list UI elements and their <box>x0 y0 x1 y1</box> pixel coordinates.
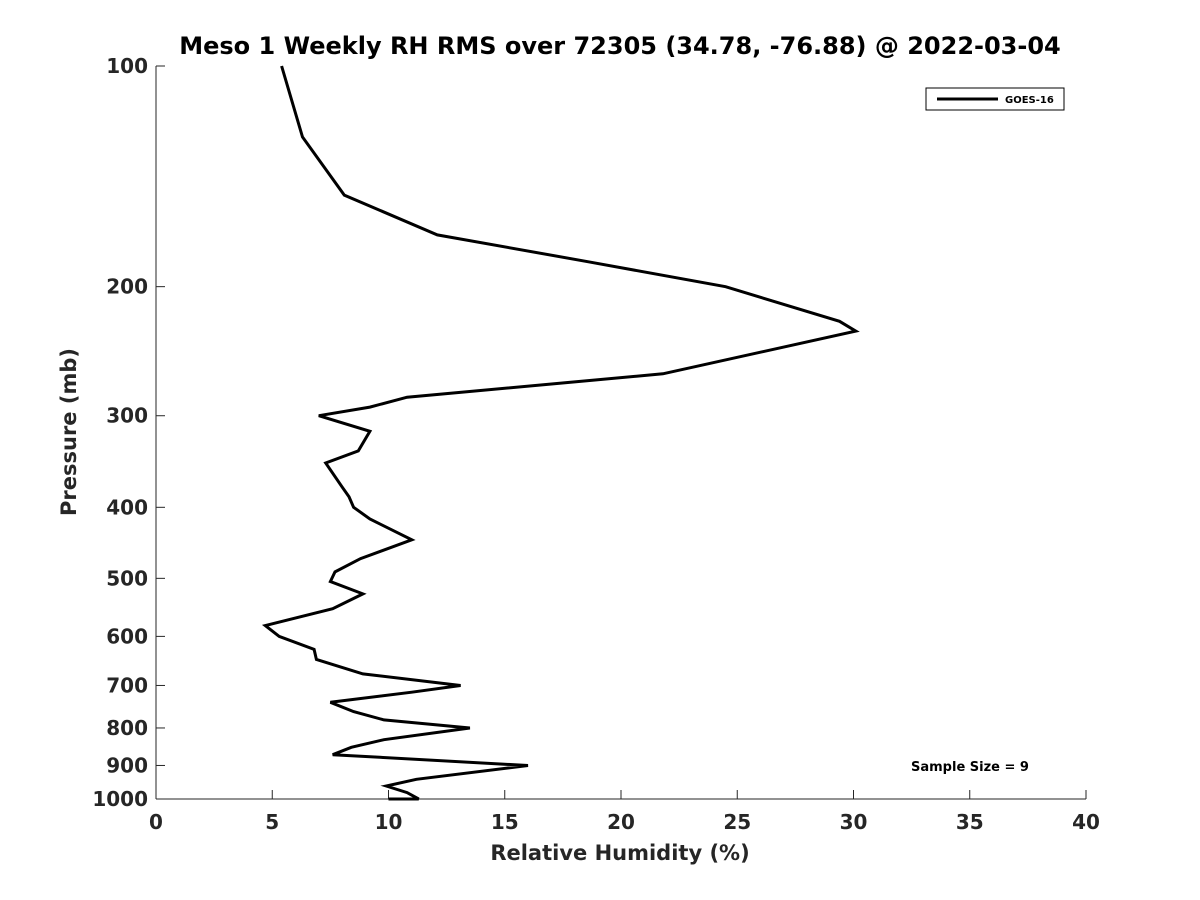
x-tick-label: 0 <box>149 810 163 834</box>
x-tick-label: 15 <box>491 810 519 834</box>
x-tick-label: 10 <box>375 810 403 834</box>
y-tick-label: 600 <box>106 624 148 648</box>
y-tick-label: 400 <box>106 495 148 519</box>
series-line-goes-16 <box>261 65 860 801</box>
plot-area: 0 5 10 15 20 25 30 35 40 100 200 300 400 500 600 700 800… <box>92 54 1100 834</box>
sample-size-annotation: Sample Size = 9 <box>911 760 1029 775</box>
y-tick-label: 900 <box>106 753 148 777</box>
x-tick-label: 40 <box>1072 810 1100 834</box>
y-tick-label: 500 <box>106 566 148 590</box>
y-tick-label: 800 <box>106 716 148 740</box>
y-tick-label: 1000 <box>92 787 148 811</box>
y-tick-label: 100 <box>106 54 148 78</box>
y-axis-title: Pressure (mb) <box>57 348 81 516</box>
chart-title: Meso 1 Weekly RH RMS over 72305 (34.78, … <box>179 32 1061 60</box>
y-tick-label: 300 <box>106 404 148 428</box>
x-tick-label: 20 <box>607 810 635 834</box>
y-tick-label: 700 <box>106 673 148 697</box>
legend: GOES-16 <box>925 87 1065 111</box>
x-axis-title: Relative Humidity (%) <box>490 841 749 865</box>
x-tick-label: 30 <box>840 810 868 834</box>
x-tick-label: 35 <box>956 810 984 834</box>
y-tick-label: 200 <box>106 275 148 299</box>
x-tick-label: 25 <box>723 810 751 834</box>
legend-label-goes-16: GOES-16 <box>1005 95 1054 106</box>
x-tick-label: 5 <box>265 810 279 834</box>
